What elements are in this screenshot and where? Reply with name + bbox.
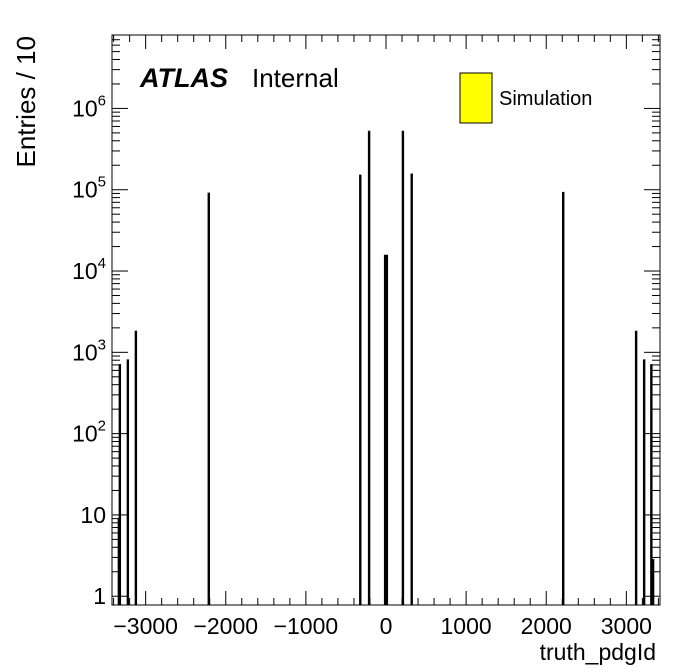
histogram-bar-8 bbox=[385, 254, 389, 605]
y-tick-label: 104 bbox=[72, 255, 106, 284]
y-tick-label: 103 bbox=[72, 336, 106, 365]
histogram-bar-15 bbox=[651, 559, 655, 605]
legend-label-simulation: Simulation bbox=[499, 88, 592, 110]
histogram-bar-1 bbox=[118, 364, 122, 605]
x-axis-ticks: −3000 −2000 −1000 0 1000 2000 3000 bbox=[113, 35, 659, 639]
y-axis-ticks: 1 10 102 103 104 105 106 bbox=[72, 34, 660, 609]
histogram-bar-4 bbox=[207, 192, 210, 605]
legend-swatch-simulation bbox=[459, 72, 493, 124]
x-tick-label: 1000 bbox=[441, 613, 492, 639]
y-tick-label: 10 bbox=[80, 502, 106, 528]
histogram-bar-6 bbox=[367, 130, 371, 605]
histogram-bar-13 bbox=[642, 359, 646, 605]
x-tick-label: −1000 bbox=[274, 613, 339, 639]
y-tick-label: 1 bbox=[93, 583, 106, 609]
x-tick-label: 0 bbox=[380, 613, 393, 639]
x-axis-label: truth_pdgId bbox=[540, 639, 656, 665]
histogram-bar-10 bbox=[410, 173, 413, 605]
y-axis-label: Entries / 10 bbox=[11, 36, 41, 168]
x-tick-label: 3000 bbox=[601, 613, 652, 639]
histogram-bar-3 bbox=[134, 330, 138, 605]
histogram-bars bbox=[117, 130, 655, 605]
atlas-label: ATLAS bbox=[139, 63, 228, 93]
x-tick-label: −3000 bbox=[113, 613, 178, 639]
x-tick-label: 2000 bbox=[521, 613, 572, 639]
histogram-bar-9 bbox=[401, 130, 405, 605]
histogram-bar-7 bbox=[383, 254, 387, 605]
histogram-bar-14 bbox=[650, 364, 653, 605]
histogram-bar-11 bbox=[562, 191, 565, 605]
y-tick-label: 105 bbox=[72, 174, 106, 203]
y-tick-label: 106 bbox=[72, 92, 106, 121]
y-tick-label: 102 bbox=[72, 418, 106, 447]
histogram-bar-12 bbox=[634, 330, 638, 605]
histogram-bar-2 bbox=[126, 359, 130, 605]
atlas-status-label: Internal bbox=[252, 63, 339, 93]
x-tick-label: −2000 bbox=[193, 613, 258, 639]
histogram-bar-5 bbox=[359, 174, 362, 605]
